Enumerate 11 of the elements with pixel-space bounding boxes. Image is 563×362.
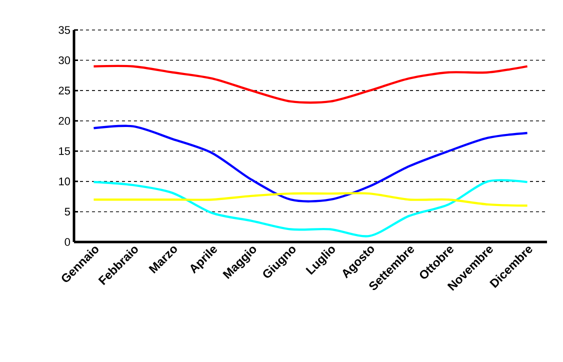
y-tick-label: 30 — [58, 56, 70, 64]
y-tick-label: 10 — [59, 178, 70, 186]
y-tick-label: 35 — [58, 26, 70, 34]
line-series — [92, 64, 528, 104]
y-tick-label: 25 — [58, 86, 70, 94]
line-series — [92, 179, 528, 238]
y-tick-label: 0 — [64, 238, 70, 246]
y-tick-label: 5 — [64, 208, 70, 216]
y-tick-label: 15 — [59, 147, 70, 155]
y-tick-label: 20 — [58, 116, 70, 125]
line-series — [92, 192, 528, 207]
